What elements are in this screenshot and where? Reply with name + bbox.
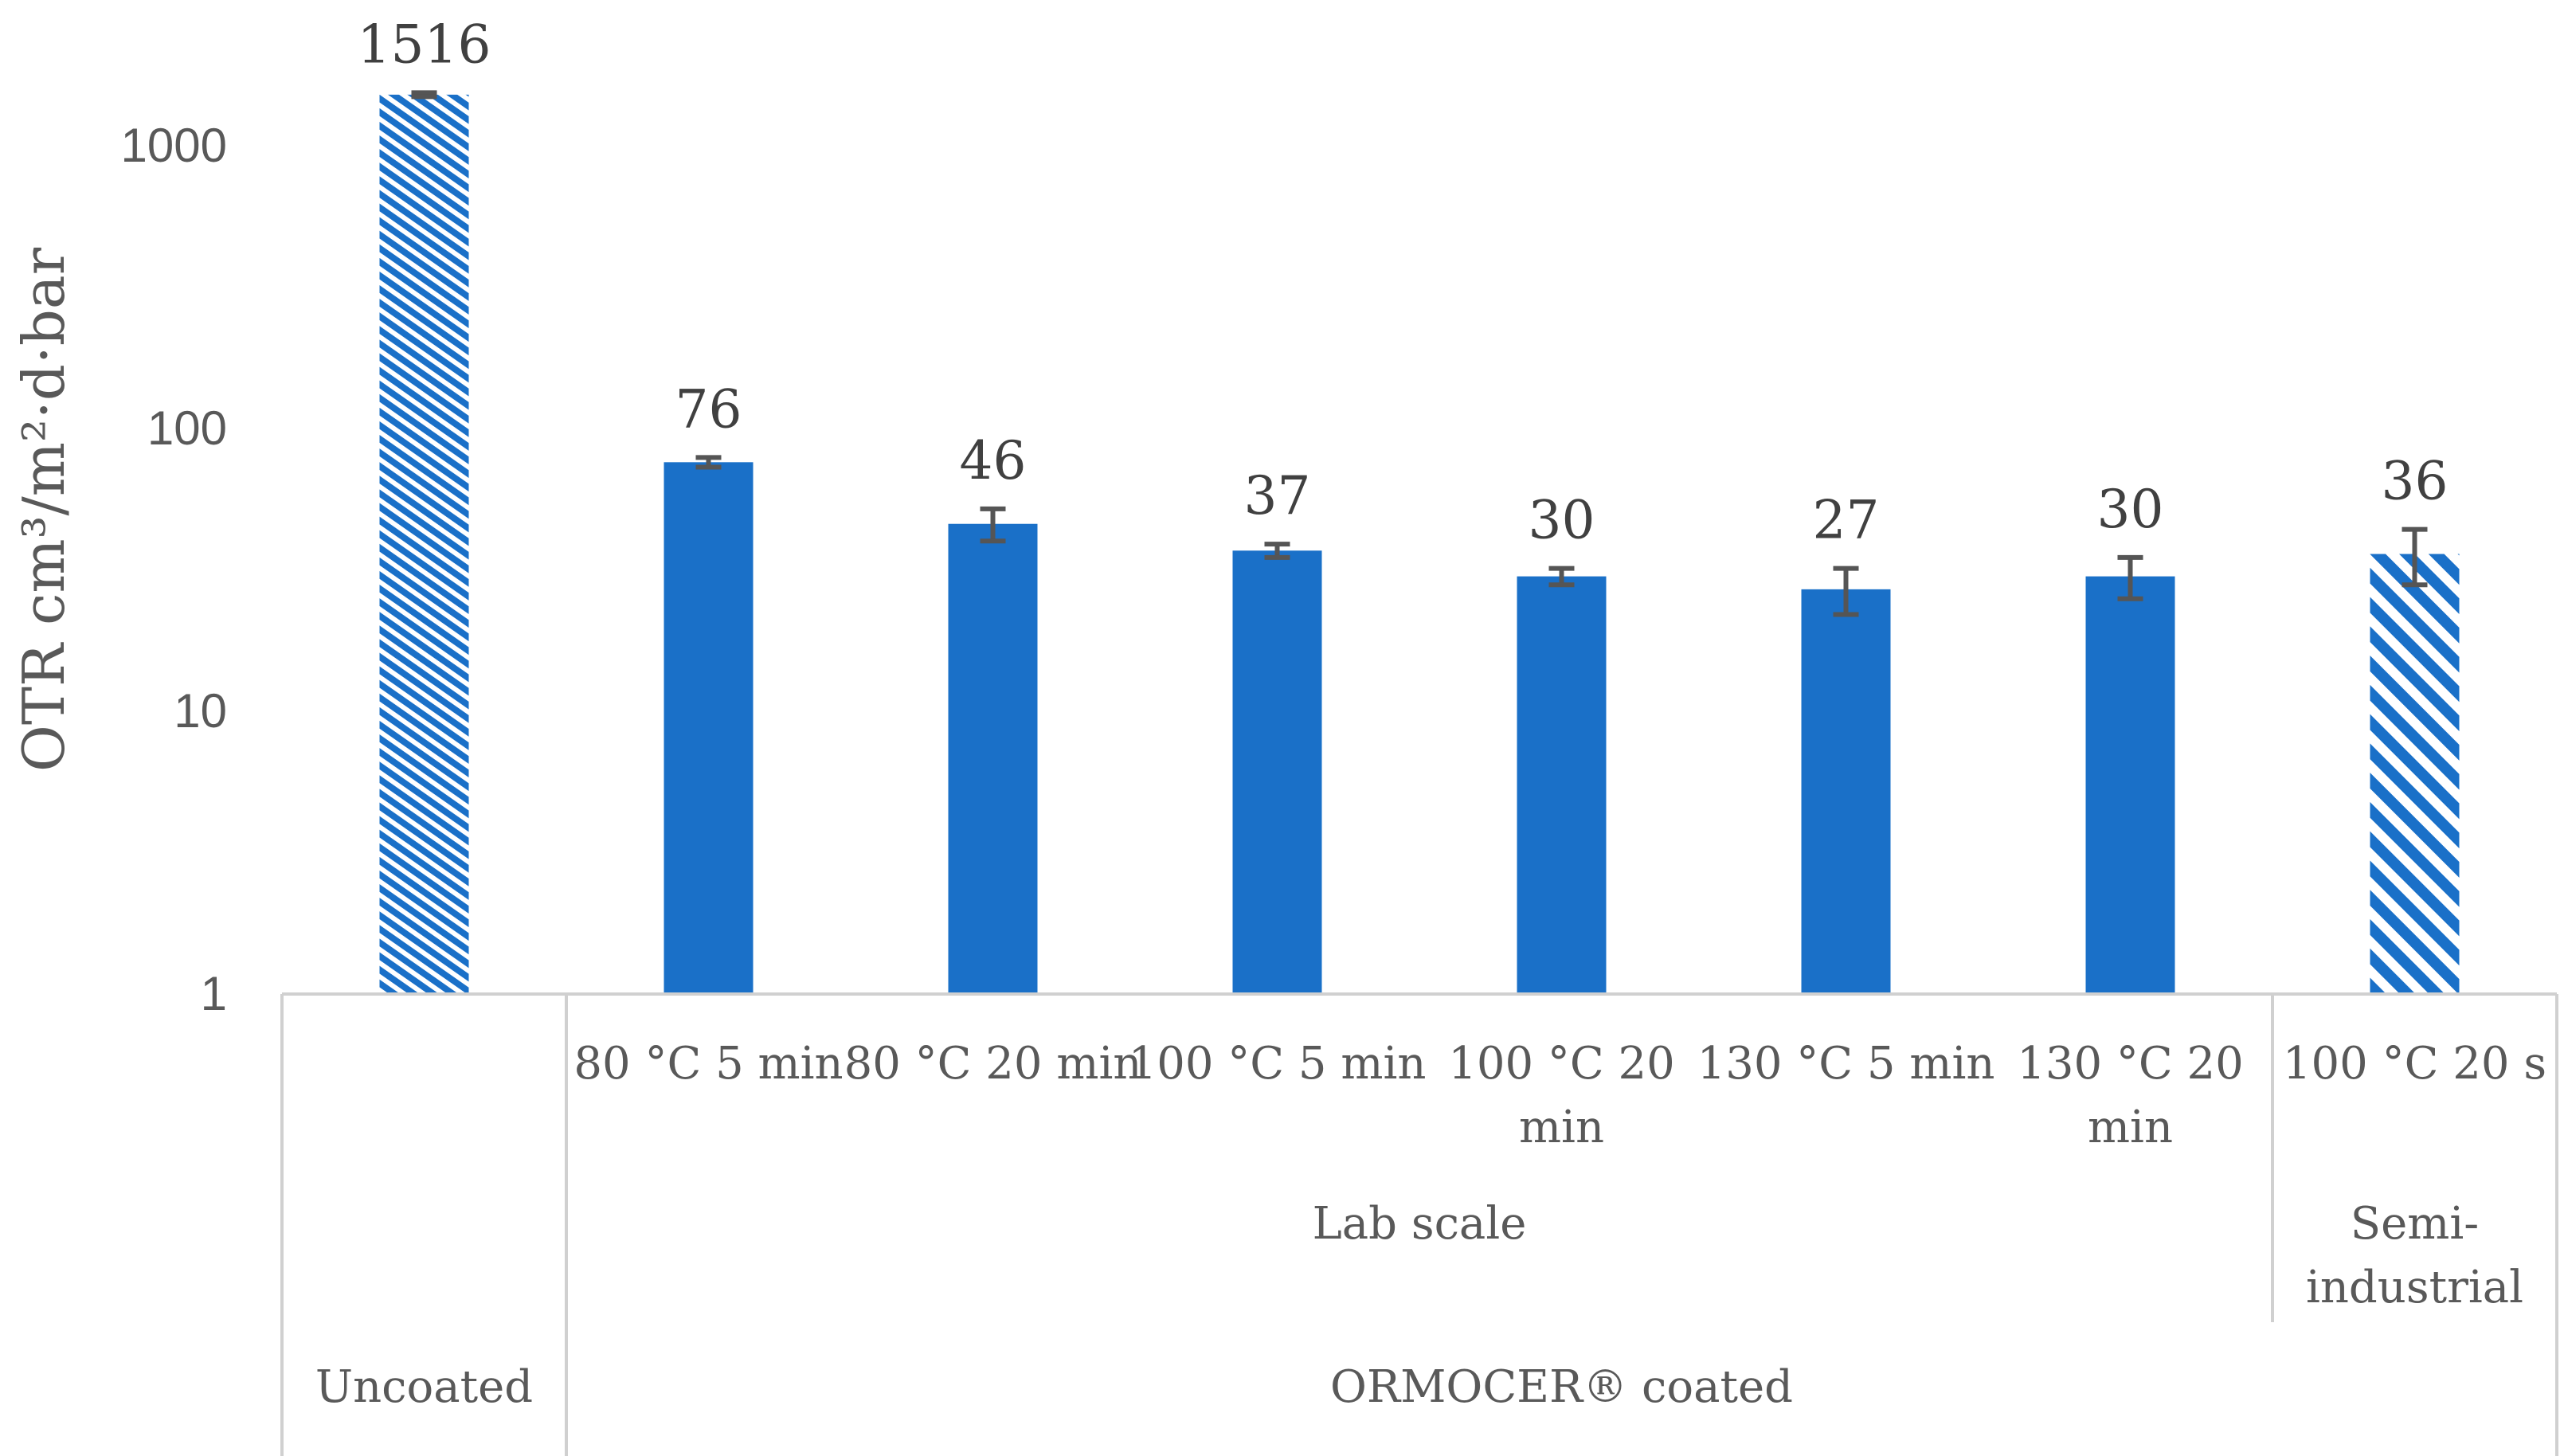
x-tick-label: 80 °C 20 min [844,1038,1142,1090]
error-bar [695,455,722,470]
value-labels: 1516 76 46 37 30 27 30 36 [358,14,2449,550]
value-label: 1516 [358,14,491,75]
y-tick-label: 10 [174,684,227,738]
error-bar [2117,554,2143,601]
value-label: 30 [2097,479,2164,540]
error-bar [980,506,1006,544]
error-bar [1264,542,1290,560]
value-label: 76 [675,378,742,440]
x-group-label: Lab scale [1313,1198,1527,1250]
x-group-label: Uncoated [315,1361,533,1413]
bars [379,94,2460,994]
value-label: 46 [960,430,1027,491]
bar [664,462,754,994]
y-tick-label: 1000 [121,119,227,172]
error-bar [1833,566,1859,617]
x-tick-label: 80 °C 5 min [573,1038,843,1090]
x-tick-label: 100 °C 5 min [1129,1038,1427,1090]
value-label: 30 [1529,490,1595,551]
y-tick-label: 100 [147,401,227,455]
y-axis-title: OTR cm³/m²·d·bar [10,247,77,772]
bar [379,94,469,994]
bar [1232,550,1322,994]
value-label: 36 [2382,451,2449,512]
x-tick-label: 130 °C 20 min [2017,1038,2244,1153]
error-bars [411,90,2428,617]
value-label: 27 [1813,490,1880,551]
y-axis-ticks: 1 10 100 1000 [121,119,227,1020]
value-label: 37 [1244,465,1311,526]
bar [2370,554,2460,994]
x-tick-label: 100 °C 20 min [1448,1038,1675,1153]
bar [948,523,1038,994]
bar [1517,576,1607,994]
y-tick-label: 1 [201,967,227,1020]
error-bar [1548,566,1575,588]
error-bar [411,90,437,100]
x-tick-label: 130 °C 5 min [1697,1038,1995,1090]
x-group-label: Semi-industrial [2306,1198,2523,1313]
bar [2085,576,2175,994]
x-group-label: ORMOCER® coated [1330,1361,1793,1413]
bar [1801,589,1891,994]
x-tick-label: 100 °C 20 s [2283,1038,2546,1090]
error-bar [2402,526,2428,588]
